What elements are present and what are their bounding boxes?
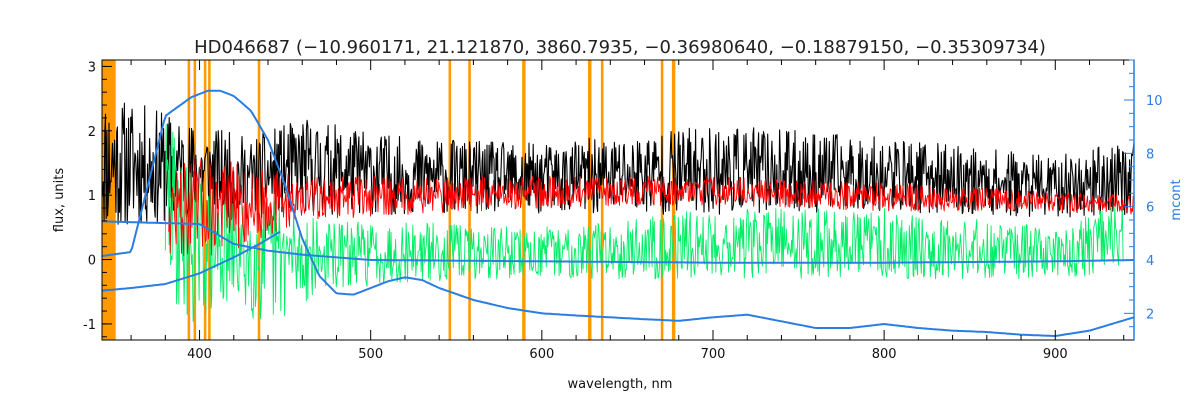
masked-region-12 (660, 60, 664, 340)
y2-tick-label: 4 (1146, 254, 1154, 269)
series-continuum-rise (102, 230, 281, 292)
series-model-flux (168, 158, 1134, 257)
series-residual (164, 123, 1124, 322)
series-continuum (102, 89, 1134, 338)
y2-tick-label: 10 (1146, 94, 1163, 109)
y-axis-label: flux, units (52, 168, 67, 233)
series-layer (102, 89, 1134, 338)
x-tick-label: 600 (529, 347, 554, 362)
y2-tick-label: 6 (1146, 201, 1154, 216)
series-continuum-low (102, 220, 1134, 264)
x-tick-label: 700 (701, 347, 726, 362)
y2-tick-label: 2 (1146, 307, 1154, 322)
x-tick-label: 400 (187, 347, 212, 362)
masked-region-7 (448, 60, 452, 340)
masked-region-9 (522, 60, 526, 340)
masked-region-10 (588, 60, 592, 340)
x-tick-label: 900 (1043, 347, 1068, 362)
y-tick-label: 1 (88, 189, 96, 204)
masked-region-11 (600, 60, 604, 340)
y-tick-label: -1 (83, 318, 96, 333)
x-tick-label: 500 (358, 347, 383, 362)
x-axis-label: wavelength, nm (568, 377, 673, 392)
y2-tick-label: 8 (1146, 147, 1154, 162)
chart-title: HD046687 (−10.960171, 21.121870, 3860.79… (194, 37, 1046, 58)
y-tick-label: 0 (88, 254, 96, 269)
right-y-axis-label: mcont (1169, 179, 1184, 220)
x-tick-label: 800 (872, 347, 897, 362)
y-tick-label: 2 (88, 125, 96, 140)
axes: 400 500 600 700 800 900 -1 0 1 2 3 2 4 6 8 10 (83, 59, 1163, 362)
masked-region-6 (257, 60, 261, 340)
y-tick-label: 3 (88, 60, 96, 75)
masked-region-4 (203, 60, 207, 340)
